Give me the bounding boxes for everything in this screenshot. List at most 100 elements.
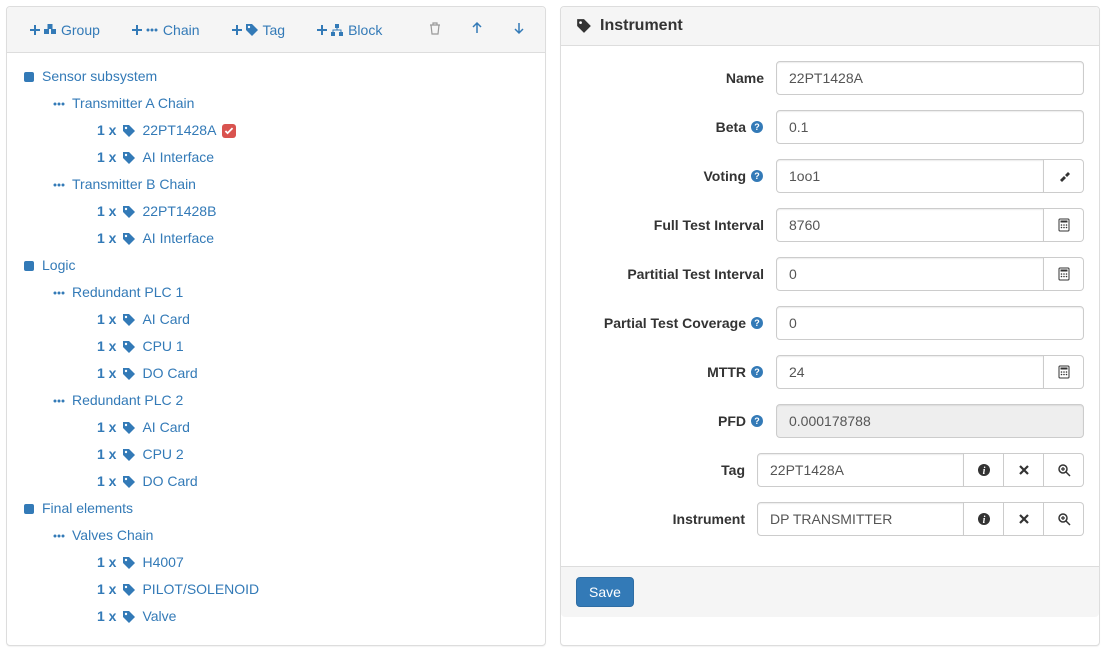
add-chain-button[interactable]: Chain (124, 18, 206, 42)
tree-node-tag[interactable]: 1 xAI Interface (22, 144, 530, 171)
zoom-addon-button[interactable] (1044, 502, 1084, 536)
calc-icon (1057, 365, 1071, 379)
input-group (776, 404, 1084, 438)
field-label: Full Test Interval (576, 217, 776, 233)
form-row-fti: Full Test Interval (576, 208, 1084, 242)
add-block-label: Block (348, 22, 382, 38)
field-label: Tag (576, 462, 757, 478)
tree-node-tag[interactable]: 1 x22PT1428B (22, 198, 530, 225)
ptc-input[interactable] (776, 306, 1084, 340)
tree-node-tag[interactable]: 1 xAI Card (22, 414, 530, 441)
save-button[interactable]: Save (576, 577, 634, 607)
tree-node-chain[interactable]: Redundant PLC 1 (22, 279, 530, 306)
name-input[interactable] (776, 61, 1084, 95)
tree-node-chain[interactable]: Transmitter B Chain (22, 171, 530, 198)
tree-node-tag[interactable]: 1 xCPU 2 (22, 441, 530, 468)
tree-node-tag[interactable]: 1 xDO Card (22, 468, 530, 495)
add-group-button[interactable]: Group (22, 18, 106, 42)
form-row-instrument: Instrument (576, 502, 1084, 536)
tree-node-label: Final elements (42, 498, 133, 519)
beta-input[interactable] (776, 110, 1084, 144)
info-addon-button[interactable] (964, 453, 1004, 487)
tree-node-tag[interactable]: 1 xDO Card (22, 360, 530, 387)
form-row-beta: Beta (576, 110, 1084, 144)
chain-icon (52, 286, 66, 300)
form-row-pti: Partitial Test Interval (576, 257, 1084, 291)
calc-addon-button[interactable] (1044, 257, 1084, 291)
group-icon (22, 259, 36, 273)
field-label: Beta (576, 119, 776, 135)
help-icon[interactable] (750, 120, 764, 134)
calc-addon-button[interactable] (1044, 355, 1084, 389)
tree-node-label: AI Interface (142, 147, 214, 168)
tree-node-count: 1 x (97, 120, 116, 141)
detail-title: Instrument (600, 17, 683, 35)
field-label: Partitial Test Interval (576, 266, 776, 282)
remove-addon-button[interactable] (1004, 502, 1044, 536)
chain-icon (52, 178, 66, 192)
calc-addon-button[interactable] (1044, 208, 1084, 242)
instrument-input[interactable] (757, 502, 964, 536)
form-row-name: Name (576, 61, 1084, 95)
move-up-button[interactable] (466, 17, 488, 42)
tree-node-tag[interactable]: 1 x AI Interface (22, 225, 530, 252)
tree-node-chain[interactable]: Transmitter A Chain (22, 90, 530, 117)
tree-node-group[interactable]: Sensor subsystem (22, 63, 530, 90)
pti-input[interactable] (776, 257, 1044, 291)
tag-icon (122, 583, 136, 597)
voting-input[interactable] (776, 159, 1044, 193)
tree-node-tag[interactable]: 1 xAI Card (22, 306, 530, 333)
tree-node-tag[interactable]: 1 x 22PT1428A (22, 117, 530, 144)
info-addon-button[interactable] (964, 502, 1004, 536)
tree-node-chain[interactable]: Redundant PLC 2 (22, 387, 530, 414)
tree-node-tag[interactable]: 1 xCPU 1 (22, 333, 530, 360)
add-block-button[interactable]: Block (309, 18, 388, 42)
fti-input[interactable] (776, 208, 1044, 242)
help-icon[interactable] (750, 169, 764, 183)
plus-icon (230, 23, 244, 37)
tree-node-label: 22PT1428A (142, 120, 216, 141)
add-tag-button[interactable]: Tag (224, 18, 292, 42)
tree-node-count: 1 x (97, 201, 116, 222)
help-icon[interactable] (750, 414, 764, 428)
gavel-addon-button[interactable] (1044, 159, 1084, 193)
tree-node-tag[interactable]: 1 xValve (22, 603, 530, 630)
tree-node-tag[interactable]: 1 xH4007 (22, 549, 530, 576)
tree-node-tag[interactable]: 1 xPILOT/SOLENOID (22, 576, 530, 603)
tree-toolbar: Group Chain Tag Block (7, 7, 545, 53)
tree-node-label: Transmitter A Chain (72, 93, 194, 114)
calc-icon (1057, 267, 1071, 281)
group-icon (22, 70, 36, 84)
input-group (776, 257, 1084, 291)
info-icon (977, 463, 991, 477)
tree-node-group[interactable]: Logic (22, 252, 530, 279)
tree-node-group[interactable]: Final elements (22, 495, 530, 522)
zoom-icon (1057, 512, 1071, 526)
tree: Sensor subsystemTransmitter A Chain1 x22… (7, 53, 545, 645)
remove-addon-button[interactable] (1004, 453, 1044, 487)
tree-node-label: AI Interface (142, 228, 214, 249)
zoom-addon-button[interactable] (1044, 453, 1084, 487)
tree-node-count: 1 x (97, 471, 116, 492)
move-down-button[interactable] (508, 17, 530, 42)
add-chain-label: Chain (163, 22, 200, 38)
delete-button[interactable] (424, 17, 446, 42)
tree-node-label: Redundant PLC 2 (72, 390, 183, 411)
tag-input[interactable] (757, 453, 964, 487)
block-icon (330, 23, 344, 37)
input-group (776, 159, 1084, 193)
tag-icon (122, 448, 136, 462)
help-icon[interactable] (750, 316, 764, 330)
chain-icon (52, 97, 66, 111)
plus-icon (315, 23, 329, 37)
tag-icon (122, 124, 136, 138)
tree-node-chain[interactable]: Valves Chain (22, 522, 530, 549)
dots-icon (145, 23, 159, 37)
mttr-input[interactable] (776, 355, 1044, 389)
field-label: Name (576, 70, 776, 86)
help-icon[interactable] (750, 365, 764, 379)
tree-node-count: 1 x (97, 228, 116, 249)
tree-node-count: 1 x (97, 579, 116, 600)
detail-footer: Save (561, 566, 1099, 617)
tag-icon (122, 610, 136, 624)
